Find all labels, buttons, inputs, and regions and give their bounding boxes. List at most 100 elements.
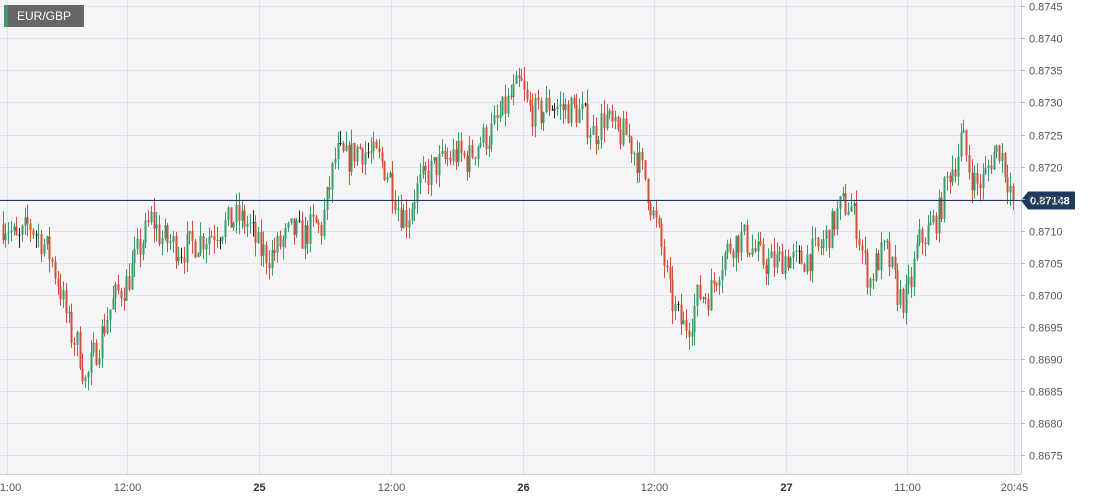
candle-body bbox=[95, 342, 98, 365]
candle-body bbox=[990, 165, 993, 170]
candle-body bbox=[894, 256, 897, 271]
candle-body bbox=[37, 233, 40, 235]
candle-body bbox=[537, 97, 540, 101]
candle-body bbox=[573, 97, 576, 105]
candle-body bbox=[180, 257, 183, 259]
candle-body bbox=[356, 146, 359, 162]
candle-body bbox=[57, 278, 60, 287]
candle-body bbox=[600, 113, 603, 141]
candle-body bbox=[811, 238, 814, 272]
x-tick-label: 20:45 bbox=[1001, 482, 1029, 494]
candle-body bbox=[872, 278, 875, 281]
candle-body bbox=[210, 236, 213, 238]
candle-body bbox=[378, 148, 381, 153]
symbol-badge[interactable]: EUR/GBP bbox=[4, 5, 84, 27]
candle-body bbox=[737, 235, 740, 253]
candle-body bbox=[235, 204, 238, 223]
candle-body bbox=[460, 140, 463, 154]
candle-body bbox=[290, 218, 293, 223]
candle-body bbox=[913, 258, 916, 288]
candle-body bbox=[540, 100, 543, 124]
candle-body bbox=[197, 253, 200, 258]
candle-body bbox=[680, 304, 683, 325]
y-tick-label: 0.8690 bbox=[1029, 355, 1063, 367]
candle-body bbox=[427, 170, 430, 186]
candle-body bbox=[965, 130, 968, 156]
candle-body bbox=[973, 172, 976, 191]
candle-body bbox=[103, 326, 106, 334]
candle-body bbox=[15, 226, 18, 235]
candle-body bbox=[92, 342, 95, 353]
x-tick-label: 11:00 bbox=[894, 482, 921, 494]
candle-body bbox=[62, 290, 65, 300]
candle-body bbox=[493, 115, 496, 124]
candle-body bbox=[452, 149, 455, 162]
candle-body bbox=[666, 265, 669, 268]
candle-body bbox=[888, 242, 891, 268]
candle-body bbox=[803, 264, 806, 272]
candle-body bbox=[968, 155, 971, 173]
candle-body bbox=[896, 270, 899, 305]
y-tick-label: 0.8720 bbox=[1029, 163, 1063, 175]
candle-body bbox=[293, 218, 296, 235]
x-tick-label: 26 bbox=[517, 482, 529, 494]
candle-body bbox=[438, 153, 441, 176]
candle-body bbox=[817, 237, 820, 247]
candle-body bbox=[515, 75, 518, 84]
candle-body bbox=[455, 149, 458, 163]
candle-body bbox=[757, 241, 760, 252]
y-tick-label: 0.8680 bbox=[1029, 419, 1063, 431]
candle-body bbox=[748, 252, 751, 255]
y-tick-label: 0.8730 bbox=[1029, 98, 1063, 110]
candle-body bbox=[117, 284, 120, 291]
x-tick-label: 12:00 bbox=[641, 482, 669, 494]
candle-body bbox=[792, 251, 795, 258]
candle-body bbox=[979, 183, 982, 189]
candle-body bbox=[84, 377, 87, 382]
candle-body bbox=[636, 153, 639, 173]
candle-body bbox=[128, 276, 131, 290]
candle-body bbox=[205, 244, 208, 250]
candle-body bbox=[18, 234, 21, 236]
y-tick-label: 0.8685 bbox=[1029, 387, 1063, 399]
candle-body bbox=[87, 372, 90, 378]
x-tick-label: 01:00 bbox=[0, 482, 21, 494]
candle-body bbox=[910, 276, 913, 288]
candle-body bbox=[1009, 185, 1012, 193]
candle-body bbox=[660, 224, 663, 248]
candle-body bbox=[510, 95, 513, 97]
candle-body bbox=[98, 358, 101, 365]
candle-body bbox=[778, 251, 781, 255]
candle-body bbox=[584, 103, 587, 105]
candle-body bbox=[158, 224, 161, 245]
candle-body bbox=[918, 229, 921, 244]
candle-body bbox=[740, 231, 743, 253]
candle-body bbox=[691, 332, 694, 337]
candle-body bbox=[995, 145, 998, 152]
candle-body bbox=[224, 220, 227, 237]
candle-body bbox=[186, 233, 189, 263]
candle-body bbox=[597, 140, 600, 144]
candle-body bbox=[309, 214, 312, 244]
candle-body bbox=[844, 193, 847, 215]
candle-body bbox=[649, 203, 652, 216]
candle-body bbox=[48, 236, 51, 260]
candle-body bbox=[68, 311, 71, 314]
candle-body bbox=[260, 232, 263, 256]
candle-body bbox=[441, 150, 444, 154]
candle-body bbox=[268, 263, 271, 269]
candle-body bbox=[463, 153, 466, 156]
candle-body bbox=[1001, 152, 1004, 162]
candle-body bbox=[391, 172, 394, 202]
candle-body bbox=[40, 233, 43, 255]
candle-body bbox=[466, 155, 469, 172]
candle-body bbox=[732, 251, 735, 259]
candle-body bbox=[496, 115, 499, 119]
candle-body bbox=[13, 226, 16, 231]
candle-body bbox=[663, 247, 666, 266]
candle-body bbox=[570, 97, 573, 124]
candle-body bbox=[279, 235, 282, 247]
candle-body bbox=[677, 303, 680, 305]
